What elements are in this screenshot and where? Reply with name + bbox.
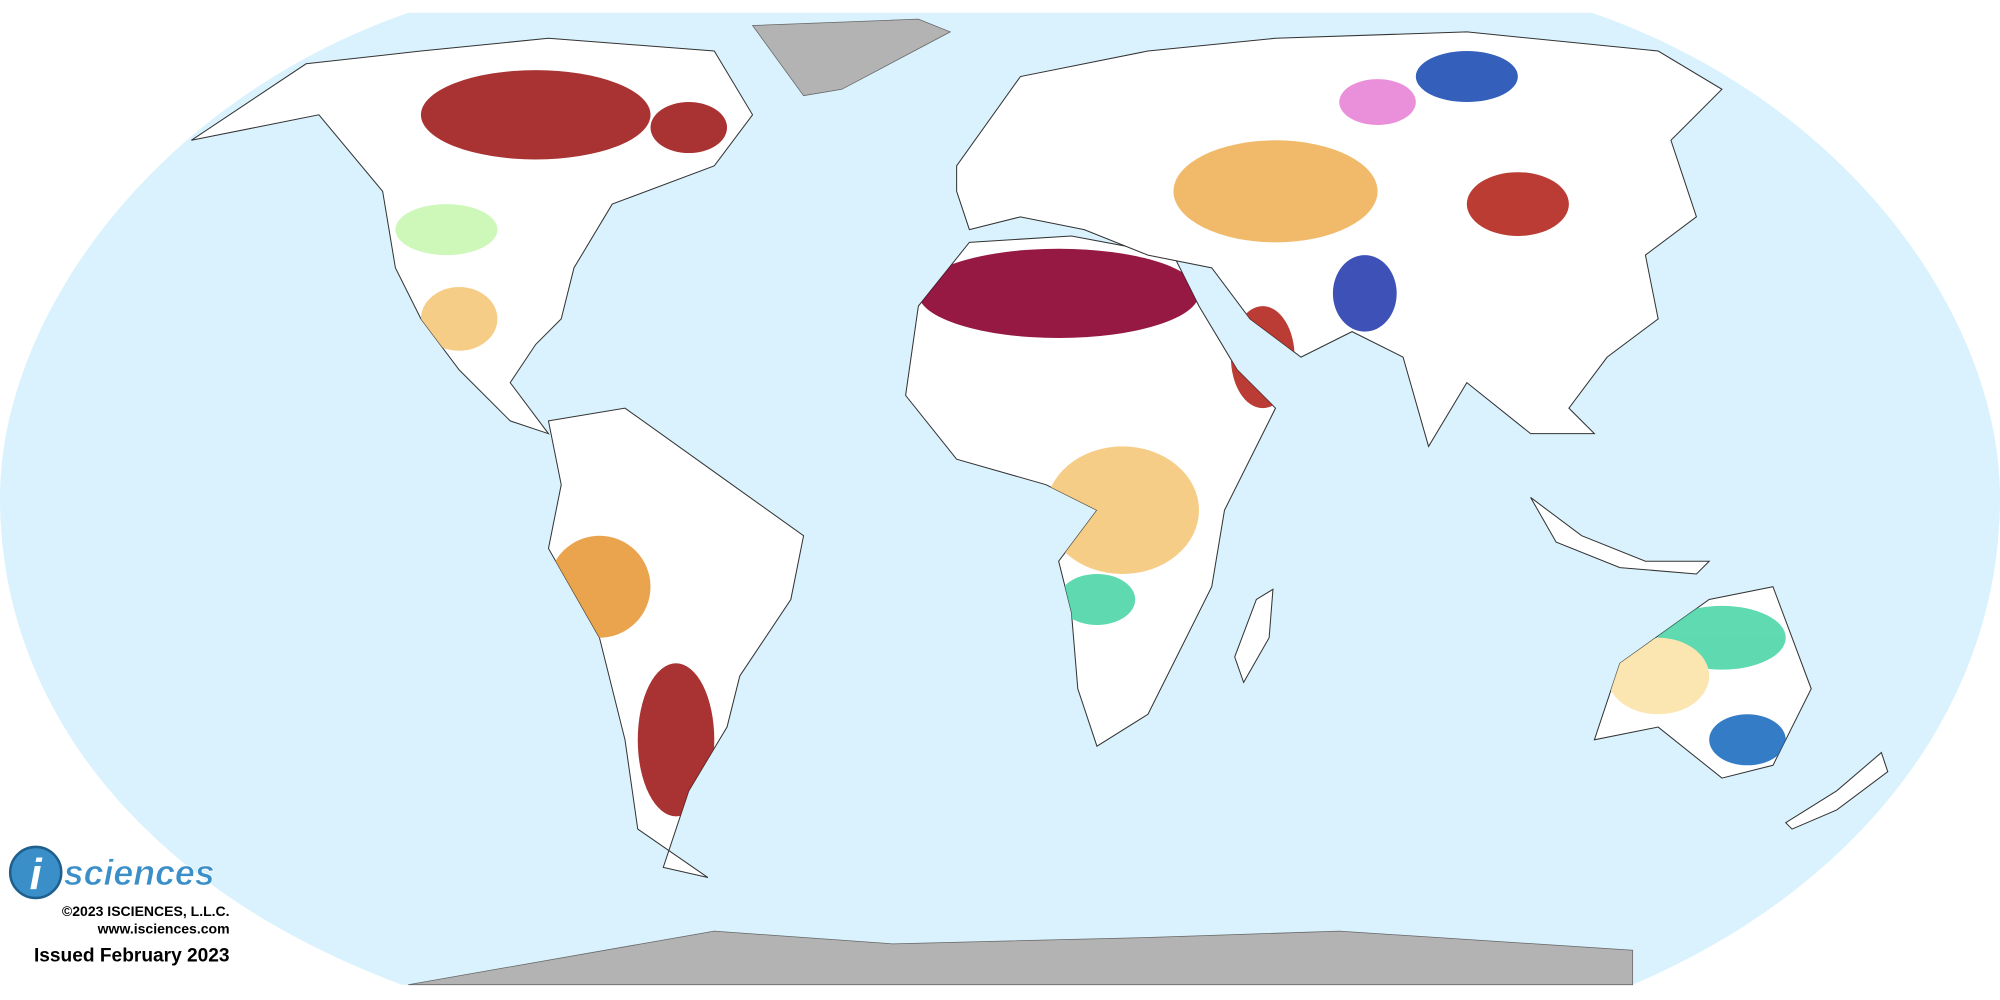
patch	[1466, 172, 1569, 236]
patch	[1607, 637, 1710, 715]
issued: Issued February 2023	[34, 946, 230, 967]
madagascar	[1234, 588, 1274, 684]
logo-circle	[8, 845, 63, 900]
patch	[395, 204, 498, 256]
new-zealand	[1784, 751, 1889, 830]
indonesia	[1530, 497, 1711, 575]
patch	[1709, 714, 1786, 766]
patch	[420, 286, 498, 351]
patch	[420, 70, 651, 160]
antarctica	[408, 930, 1634, 986]
copyright: ©2023 ISCIENCES, L.L.C.	[62, 903, 230, 919]
patch	[1045, 446, 1199, 574]
website: www.isciences.com	[97, 921, 230, 937]
patch	[918, 248, 1199, 339]
patch	[1339, 79, 1416, 125]
patch	[1173, 140, 1378, 243]
logo-mark: i	[30, 851, 43, 899]
greenland	[751, 18, 952, 97]
logo-word: sciences	[64, 853, 215, 893]
eurasia	[956, 31, 1723, 448]
patch	[637, 663, 715, 817]
patch	[1058, 573, 1136, 625]
patch	[1332, 255, 1397, 332]
logo: i sciences	[8, 845, 215, 900]
patch	[650, 102, 728, 154]
patch	[1415, 51, 1518, 103]
